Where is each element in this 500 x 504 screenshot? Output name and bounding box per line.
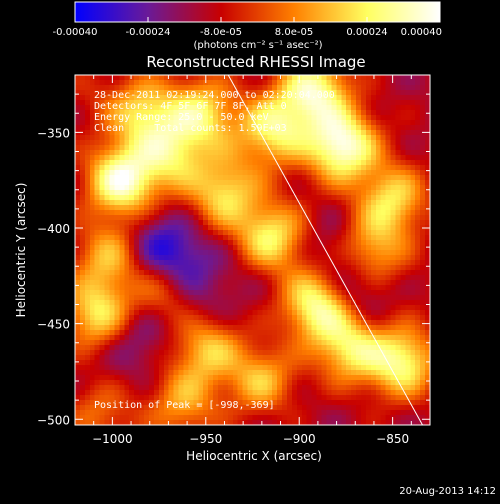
y-axis-label: Heliocentric Y (arcsec) (14, 183, 28, 318)
footer-timestamp: 20-Aug-2013 14:12 (399, 486, 496, 497)
colorbar-tick-label: 0.00024 (346, 27, 387, 38)
colorbar-tick-label: 0.00040 (401, 27, 442, 38)
x-tick-label: −950 (189, 432, 222, 446)
x-axis-ticks: −1000 −950 −900 −850 (92, 75, 431, 446)
annotation-detectors: Detectors: 4F 5F 6F 7F 8F, Att 0 (94, 101, 287, 112)
annotation-block: 28-Dec-2011 02:19:24.000 to 02:20:04.000… (94, 90, 335, 411)
colorbar: -0.00040 -0.00024 -8.0e-05 8.0e-05 0.00024 0.… (53, 1, 442, 51)
y-tick-label: −400 (37, 222, 70, 236)
plot-frame (74, 74, 431, 426)
annotation-peak-position: Position of Peak = [-998,-369] (94, 400, 275, 411)
chart-title: Reconstructed RHESSI Image (146, 53, 365, 71)
y-tick-label: −350 (37, 126, 70, 140)
y-tick-label: −450 (37, 318, 70, 332)
x-tick-label: −850 (376, 432, 409, 446)
annotation-total-counts: Clean Total counts: 1.59E+03 (94, 123, 287, 134)
heatmap-image (75, 75, 430, 425)
colorbar-tick-label: -0.00040 (53, 27, 98, 38)
solar-limb-line (227, 75, 423, 425)
x-axis-label: Heliocentric X (arcsec) (186, 449, 322, 463)
y-tick-label: −500 (37, 413, 70, 427)
colorbar-ticks: -0.00040 -0.00024 -8.0e-05 8.0e-05 0.00024 0.… (53, 17, 442, 38)
x-tick-label: −900 (283, 432, 316, 446)
plot-area: −1000 −950 −900 −850 −350 −400 −450 −500 28-De… (37, 74, 431, 446)
colorbar-units-label: (photons cm⁻² s⁻¹ asec⁻²) (193, 40, 322, 51)
colorbar-tick-label: 8.0e-05 (275, 27, 313, 38)
x-tick-label: −1000 (92, 432, 133, 446)
colorbar-gradient (74, 1, 441, 23)
colorbar-tick-label: -0.00024 (126, 27, 171, 38)
colorbar-tick-label: -8.0e-05 (200, 27, 242, 38)
y-axis-ticks: −350 −400 −450 −500 (37, 93, 430, 427)
annotation-time-range: 28-Dec-2011 02:19:24.000 to 02:20:04.000 (94, 90, 335, 101)
annotation-energy-range: Energy Range: 25.0 - 50.0 keV (94, 112, 269, 123)
